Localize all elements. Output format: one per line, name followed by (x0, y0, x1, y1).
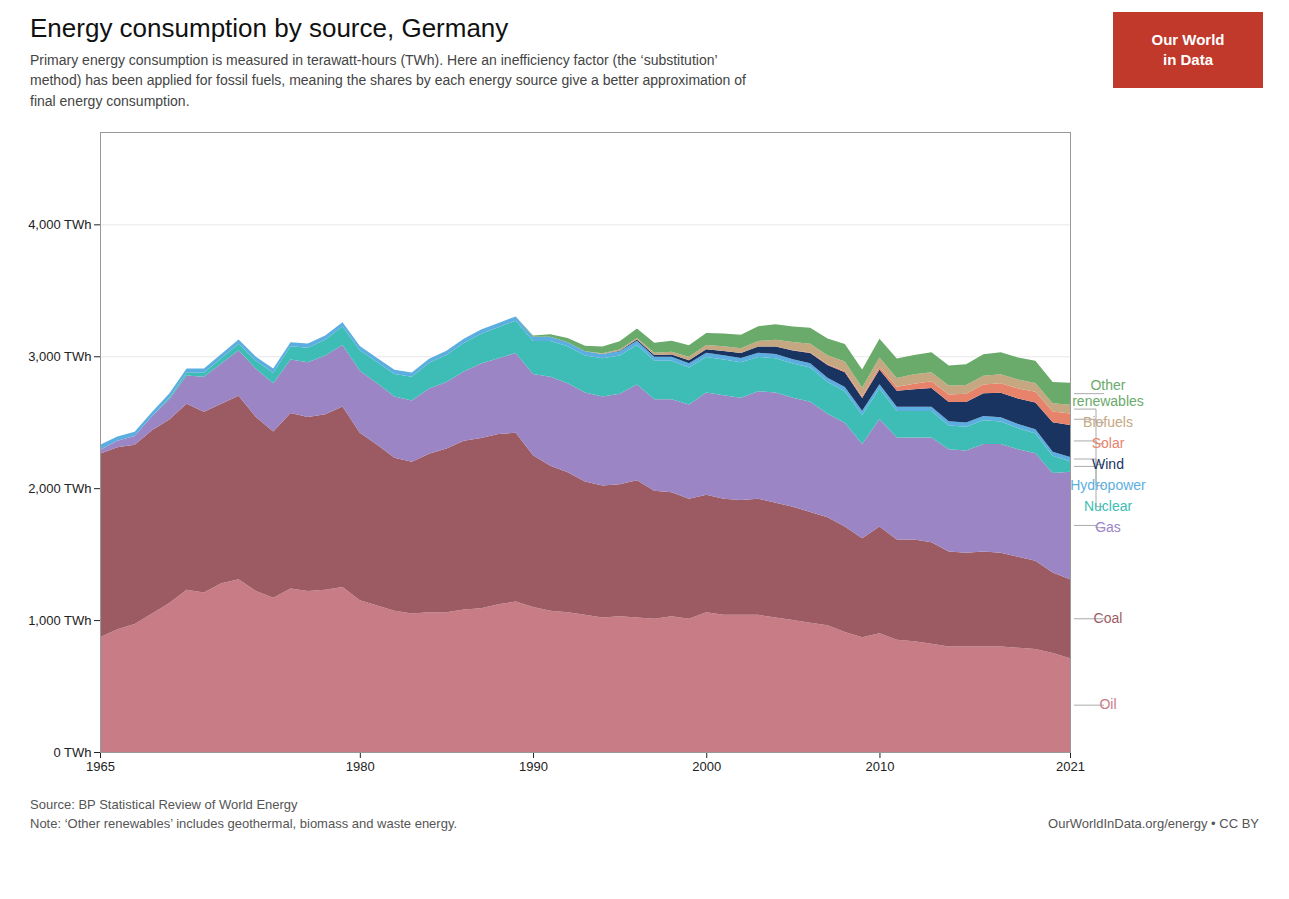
svg-text:2021: 2021 (1056, 759, 1085, 774)
html-text:Energy consumption by source,: Energy consumption by source, Germany (30, 13, 509, 43)
svg-text:1965: 1965 (86, 759, 115, 774)
svg-text:2,000 TWh: 2,000 TWh (28, 481, 91, 496)
svg-text:Gas: Gas (1095, 518, 1121, 534)
html-text:OurWorldInData.org/energy • CC: OurWorldInData.org/energy • CC BY (1048, 815, 1259, 831)
svg-text:2000: 2000 (692, 759, 721, 774)
svg-text:3,000 TWh: 3,000 TWh (28, 349, 91, 364)
html-text:Note: ‘Other renewables’ inclu: Note: ‘Other renewables’ includes geothe… (30, 815, 458, 831)
svg-text:2010: 2010 (866, 759, 895, 774)
svg-text:4,000 TWh: 4,000 TWh (28, 217, 91, 232)
svg-text:Coal: Coal (1094, 609, 1123, 625)
svg-text:Nuclear: Nuclear (1084, 497, 1133, 513)
svg-text:1,000 TWh: 1,000 TWh (28, 613, 91, 628)
svg-text:1990: 1990 (519, 759, 548, 774)
html-text:Our World: Our World (1151, 30, 1225, 48)
svg-text:0 TWh: 0 TWh (53, 745, 91, 760)
svg-text:Hydropower: Hydropower (1070, 476, 1146, 492)
html-text:in Data: in Data (1163, 51, 1213, 68)
svg-text:Otherrenewables: Otherrenewables (1072, 376, 1144, 408)
svg-text:Solar: Solar (1092, 434, 1125, 450)
html-text:Source: BP Statistical Review: Source: BP Statistical Review of World E… (30, 797, 298, 812)
svg-text:Oil: Oil (1099, 696, 1116, 712)
svg-text:1980: 1980 (346, 759, 375, 774)
html-text:Primary energy consumption is: Primary energy consumption is measured i… (30, 52, 746, 109)
svg-text:Wind: Wind (1092, 455, 1124, 471)
svg-text:Biofuels: Biofuels (1083, 413, 1133, 429)
